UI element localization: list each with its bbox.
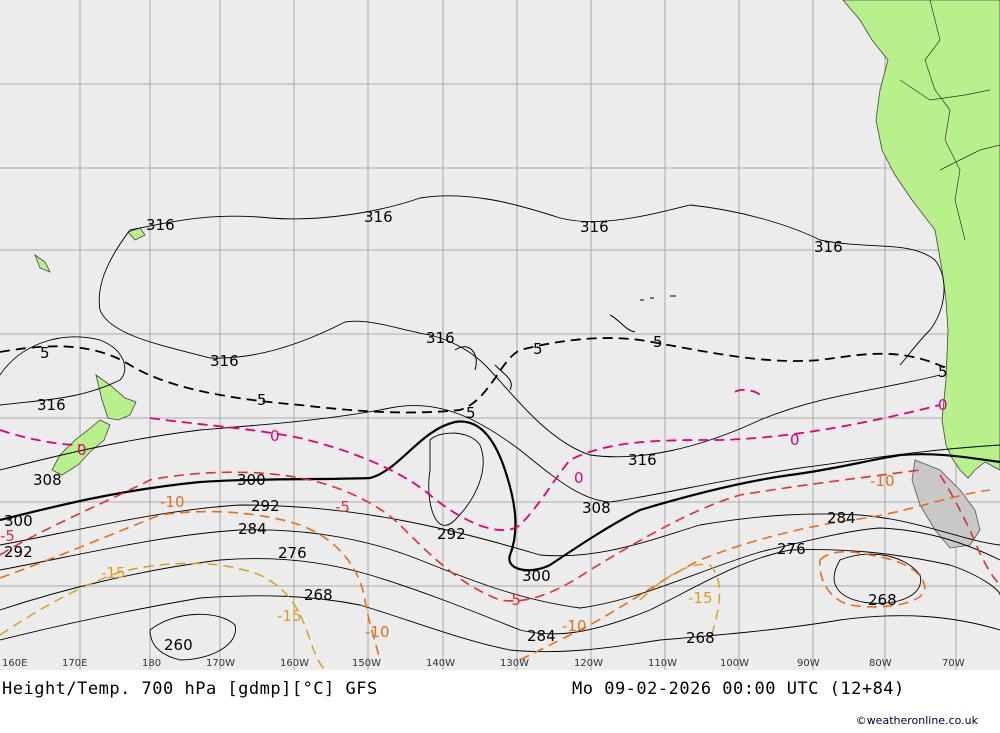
height-label: 316 bbox=[426, 329, 455, 347]
height-label: 276 bbox=[777, 540, 806, 558]
temp-label: 5 bbox=[466, 404, 476, 422]
temp-label: 0 bbox=[77, 441, 87, 459]
temp-minus10-isotherms bbox=[0, 489, 991, 661]
temp-minus15-isotherms bbox=[0, 562, 721, 670]
height-label: 300 bbox=[237, 471, 266, 489]
temp-label: 5 bbox=[938, 363, 948, 381]
height-labels: 316 316 316 316 316 316 316 316 308 308 … bbox=[4, 208, 897, 654]
height-label: 268 bbox=[868, 591, 897, 609]
contour-300-bold bbox=[0, 420, 1000, 572]
contour-260 bbox=[149, 613, 236, 661]
height-label: 316 bbox=[364, 208, 393, 226]
ocean-background bbox=[0, 0, 1000, 670]
temp-label: -5 bbox=[0, 527, 15, 545]
lon-label: 150W bbox=[352, 658, 381, 669]
height-label: 308 bbox=[33, 471, 62, 489]
temp-label: -5 bbox=[335, 498, 350, 516]
temp-label: -5 bbox=[506, 591, 521, 609]
temp-minus5-isotherms bbox=[0, 469, 1000, 602]
temp-label: -15 bbox=[101, 564, 126, 582]
south-america-land bbox=[842, 0, 1000, 479]
lon-label: 180 bbox=[142, 658, 161, 669]
height-label: 316 bbox=[210, 352, 239, 370]
lon-label: 90W bbox=[797, 658, 820, 669]
lon-label: 170E bbox=[62, 658, 87, 669]
height-label: 284 bbox=[527, 627, 556, 645]
contour-316-west bbox=[0, 336, 126, 406]
height-label: 316 bbox=[814, 238, 843, 256]
country-borders bbox=[899, 0, 1000, 241]
temp-labels: 5 5 5 5 5 5 0 0 0 0 0 -5 -5 -5 -10 -10 -… bbox=[0, 333, 948, 641]
contour-308 bbox=[0, 405, 1000, 503]
height-label: 260 bbox=[164, 636, 193, 654]
fiji-islands bbox=[127, 227, 146, 241]
contour-276 bbox=[0, 549, 1000, 635]
height-label: 268 bbox=[304, 586, 333, 604]
height-label: 316 bbox=[146, 216, 175, 234]
height-label: 284 bbox=[238, 520, 267, 538]
weather-map: 160E 170E 180 170W 160W 150W 140W 130W 1… bbox=[0, 0, 1000, 670]
lat-lon-grid bbox=[0, 0, 1000, 670]
temp-label: -10 bbox=[160, 493, 185, 511]
height-label: 300 bbox=[4, 512, 33, 530]
temp-label: -10 bbox=[365, 623, 390, 641]
height-contours bbox=[0, 195, 1000, 661]
pacific-island bbox=[34, 253, 51, 273]
temp-label: 5 bbox=[40, 344, 50, 362]
source-credit[interactable]: ©weatheronline.co.uk bbox=[855, 714, 978, 727]
lon-label: 160W bbox=[280, 658, 309, 669]
height-label: 316 bbox=[628, 451, 657, 469]
height-label: 316 bbox=[37, 396, 66, 414]
height-label: 292 bbox=[251, 497, 280, 515]
temp-label: -10 bbox=[562, 617, 587, 635]
lon-label: 130W bbox=[500, 658, 529, 669]
temp-label: 0 bbox=[790, 431, 800, 449]
lon-label: 140W bbox=[426, 658, 455, 669]
contour-268-low bbox=[833, 553, 922, 604]
temp-label: 0 bbox=[574, 469, 584, 487]
temp-label: -15 bbox=[688, 589, 713, 607]
lon-label: 70W bbox=[942, 658, 965, 669]
lon-label: 120W bbox=[574, 658, 603, 669]
lon-label: 100W bbox=[720, 658, 749, 669]
new-zealand-south-island bbox=[51, 419, 111, 476]
tierra-del-fuego-land bbox=[911, 459, 981, 549]
temp-label: 0 bbox=[938, 396, 948, 414]
contour-316-top bbox=[129, 195, 945, 366]
longitude-labels: 160E 170E 180 170W 160W 150W 140W 130W 1… bbox=[2, 658, 965, 669]
height-label: 284 bbox=[827, 509, 856, 527]
temp-label: -10 bbox=[870, 472, 895, 490]
height-label: 268 bbox=[686, 629, 715, 647]
lon-label: 80W bbox=[869, 658, 892, 669]
contour-268 bbox=[0, 595, 1000, 653]
height-label: 316 bbox=[580, 218, 609, 236]
lon-label: 110W bbox=[648, 658, 677, 669]
temp-label: 5 bbox=[653, 333, 663, 351]
height-label: 300 bbox=[522, 567, 551, 585]
contour-292-inner bbox=[428, 432, 484, 526]
height-label: 308 bbox=[582, 499, 611, 517]
temp-zero-isotherms bbox=[0, 388, 941, 531]
island-detail bbox=[454, 295, 676, 391]
contour-292 bbox=[0, 504, 1000, 557]
map-title: Height/Temp. 700 hPa [gdmp][°C] GFS bbox=[2, 679, 378, 699]
lon-label: 170W bbox=[206, 658, 235, 669]
temp-label: 5 bbox=[533, 340, 543, 358]
land-masses bbox=[34, 0, 1000, 549]
map-valid-time: Mo 09-02-2026 00:00 UTC (12+84) bbox=[572, 679, 905, 699]
temp-plus5-isotherms bbox=[0, 337, 951, 414]
lon-label: 160E bbox=[2, 658, 27, 669]
height-label: 276 bbox=[278, 544, 307, 562]
temp-label: -15 bbox=[277, 607, 302, 625]
temp-label: 5 bbox=[257, 391, 267, 409]
temp-label: 0 bbox=[270, 427, 280, 445]
height-label: 292 bbox=[437, 525, 466, 543]
contour-284 bbox=[0, 527, 1000, 609]
contour-316-north bbox=[98, 229, 941, 458]
height-label: 292 bbox=[4, 543, 33, 561]
